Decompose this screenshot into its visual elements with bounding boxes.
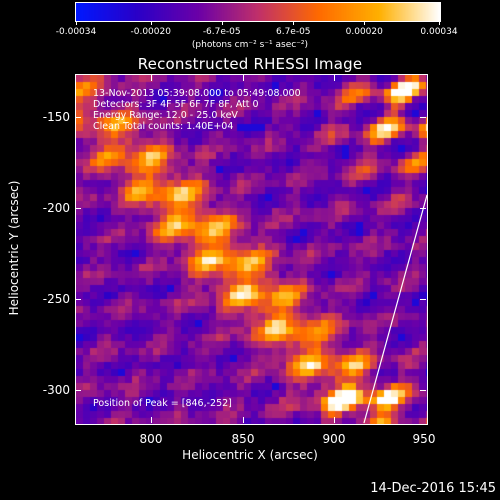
- x-tick-mark: [151, 417, 152, 423]
- y-tick-mark: [75, 390, 81, 391]
- y-axis-label: Heliocentric Y (arcsec): [7, 180, 21, 316]
- colorbar-tick-label: 6.7e-05: [275, 27, 311, 37]
- colorbar-tick-label: -0.00034: [55, 27, 97, 37]
- x-tick-mark: [334, 75, 335, 81]
- image-title: Reconstructed RHESSI Image: [137, 55, 363, 73]
- colorbar-tick-mark: [364, 21, 366, 25]
- y-tick-mark: [75, 117, 81, 118]
- y-tick-mark: [75, 208, 81, 209]
- info-peak-position: Position of Peak = [846,-252]: [93, 398, 232, 409]
- colorbar-tick-label: 0.00020: [345, 27, 383, 37]
- colorbar: [75, 2, 441, 22]
- y-tick-mark: [420, 208, 426, 209]
- colorbar-gradient: [76, 3, 440, 21]
- y-tick-mark: [420, 299, 426, 300]
- x-tick-label: 950: [412, 432, 436, 446]
- x-tick-mark: [334, 417, 335, 423]
- y-tick-mark: [75, 299, 81, 300]
- x-axis-label: Heliocentric X (arcsec): [182, 448, 318, 462]
- x-tick-label: 850: [231, 432, 255, 446]
- plot-timestamp: 14-Dec-2016 15:45: [370, 481, 496, 496]
- colorbar-tick-label: -6.7e-05: [202, 27, 241, 37]
- y-tick-label: -150: [42, 110, 70, 124]
- y-tick-label: -250: [42, 292, 70, 306]
- x-tick-mark: [243, 417, 244, 423]
- info-time-range: 13-Nov-2013 05:39:08.000 to 05:49:08.000: [93, 88, 301, 99]
- x-tick-mark: [151, 75, 152, 81]
- y-tick-mark: [420, 390, 426, 391]
- colorbar-units: (photons cm⁻² s⁻¹ asec⁻²): [191, 40, 309, 50]
- info-detectors: Detectors: 3F 4F 5F 6F 7F 8F, Att 0: [93, 99, 259, 110]
- info-energy-range: Energy Range: 12.0 - 25.0 keV: [93, 110, 238, 121]
- colorbar-tick-mark: [293, 21, 295, 25]
- solar-limb-line: [363, 194, 427, 424]
- image-plot-area: [75, 74, 428, 425]
- colorbar-tick-label: -0.00020: [130, 27, 171, 37]
- info-clean-counts: Clean Total counts: 1.40E+04: [93, 121, 234, 132]
- colorbar-tick-mark: [221, 21, 223, 25]
- x-tick-label: 800: [139, 432, 163, 446]
- colorbar-tick-mark: [150, 21, 152, 25]
- colorbar-tick-label: 0.00034: [420, 27, 458, 37]
- x-tick-label: 900: [322, 432, 346, 446]
- colorbar-tick-mark: [439, 21, 440, 25]
- heatmap-image: [76, 75, 427, 424]
- colorbar-tick-mark: [76, 21, 77, 25]
- y-tick-label: -300: [42, 383, 70, 397]
- y-tick-label: -200: [42, 201, 70, 215]
- x-tick-mark: [243, 75, 244, 81]
- y-tick-mark: [420, 117, 426, 118]
